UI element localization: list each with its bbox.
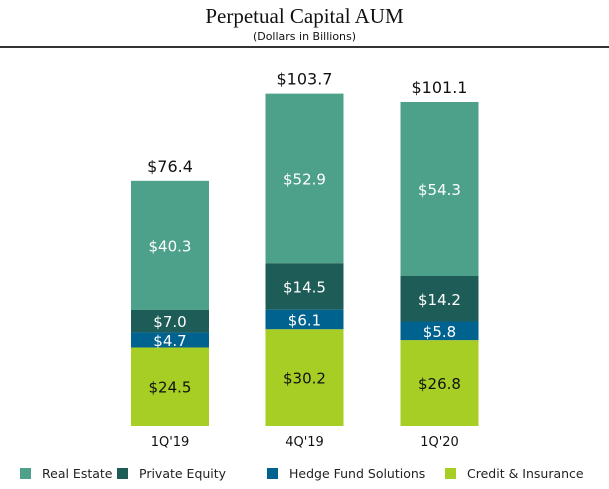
- bar-segment-hedge-fund-solutions-4q-19: [265, 309, 344, 330]
- chart-subtitle: (Dollars in Billions): [252, 30, 357, 43]
- bar-segment-credit-insurance-1q-19: [131, 347, 209, 426]
- bar-segment-private-equity-4q-19: [265, 263, 344, 310]
- bar-segment-hedge-fund-solutions-1q-19: [131, 332, 209, 348]
- title-divider: [0, 46, 609, 48]
- legend-swatch-credit-insurance: [445, 468, 456, 479]
- bar-segment-private-equity-1q-20: [400, 276, 479, 322]
- legend-swatch-private-equity: [117, 468, 128, 479]
- data-label-hedge-fund-solutions-4q-19: $6.1: [288, 311, 321, 329]
- data-label-private-equity-4q-19: $14.5: [283, 278, 326, 296]
- legend-item-real-estate: Real Estate: [20, 466, 112, 481]
- x-tick-label-4q-19: 4Q'19: [285, 435, 324, 450]
- data-label-hedge-fund-solutions-1q-19: $4.7: [153, 332, 186, 350]
- legend-label: Credit & Insurance: [467, 466, 584, 481]
- bar-segment-real-estate-1q-19: [131, 180, 209, 310]
- bar-segment-private-equity-1q-19: [131, 309, 209, 333]
- legend-label: Real Estate: [42, 466, 113, 481]
- bar-segment-credit-insurance-4q-19: [265, 329, 344, 426]
- legend-item-hedge-fund-solutions: Hedge Fund Solutions: [267, 466, 425, 481]
- total-label-1q-19: $76.4: [147, 157, 193, 176]
- data-label-real-estate-4q-19: $52.9: [283, 170, 326, 188]
- data-label-private-equity-1q-19: $7.0: [153, 313, 186, 331]
- legend-label: Private Equity: [139, 466, 227, 481]
- data-label-credit-insurance-1q-20: $26.8: [418, 375, 461, 393]
- x-tick-label-1q-20: 1Q'20: [420, 435, 459, 450]
- data-label-private-equity-1q-20: $14.2: [418, 291, 461, 309]
- bar-segment-credit-insurance-1q-20: [400, 340, 479, 426]
- data-label-real-estate-1q-19: $40.3: [149, 237, 192, 255]
- data-label-hedge-fund-solutions-1q-20: $5.8: [423, 323, 456, 341]
- data-label-credit-insurance-1q-19: $24.5: [149, 379, 192, 397]
- data-label-real-estate-1q-20: $54.3: [418, 181, 461, 199]
- legend-item-credit-insurance: Credit & Insurance: [445, 466, 584, 481]
- chart-title: Perpetual Capital AUM: [205, 4, 404, 28]
- bar-segment-real-estate-1q-20: [400, 101, 479, 277]
- legend-swatch-real-estate: [20, 468, 31, 479]
- legend-swatch-hedge-fund-solutions: [267, 468, 278, 479]
- bar-segment-real-estate-4q-19: [265, 93, 344, 264]
- legend-item-private-equity: Private Equity: [117, 466, 226, 481]
- total-label-4q-19: $103.7: [277, 70, 333, 89]
- bar-segment-hedge-fund-solutions-1q-20: [400, 321, 479, 341]
- legend-label: Hedge Fund Solutions: [289, 466, 426, 481]
- legend: Real Estate Private Equity Hedge Fund Solu…: [0, 466, 609, 484]
- total-label-1q-20: $101.1: [412, 78, 468, 97]
- data-label-credit-insurance-4q-19: $30.2: [283, 370, 326, 388]
- x-tick-label-1q-19: 1Q'19: [151, 435, 190, 450]
